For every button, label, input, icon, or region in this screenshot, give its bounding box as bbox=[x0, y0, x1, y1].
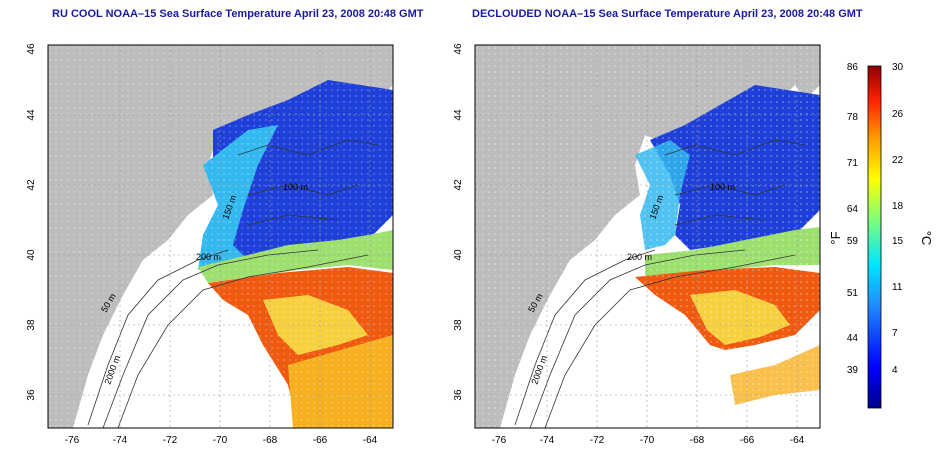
colorbar-c-tick: 4 bbox=[892, 365, 898, 376]
x-tick: -66 bbox=[740, 435, 755, 446]
contour-label: 100 m bbox=[710, 182, 735, 192]
colorbar-c-tick: 18 bbox=[892, 201, 904, 212]
y-tick: 44 bbox=[453, 109, 464, 121]
contour-gulf bbox=[237, 139, 379, 226]
x-tick: -68 bbox=[263, 435, 278, 446]
y-tick: 42 bbox=[26, 179, 37, 191]
x-tick: -68 bbox=[690, 435, 705, 446]
panel-title-left: RU COOL NOAA–15 Sea Surface Temperature … bbox=[52, 8, 424, 20]
colorbar: 86 78 71 64 59 51 44 39 30 26 22 18 15 1… bbox=[828, 62, 934, 409]
contour-gulf bbox=[664, 139, 806, 226]
colorbar-f-tick: 64 bbox=[847, 204, 859, 215]
colorbar-c-tick: 11 bbox=[892, 282, 903, 293]
colorbar-c-tick: 15 bbox=[892, 236, 904, 247]
x-tick: -64 bbox=[790, 435, 805, 446]
y-tick: 42 bbox=[453, 179, 464, 191]
y-tick: 36 bbox=[26, 389, 37, 401]
contour-2000m bbox=[117, 254, 369, 429]
contour-label: 200 m bbox=[196, 252, 221, 262]
x-tick: -66 bbox=[313, 435, 328, 446]
x-tick: -72 bbox=[590, 435, 605, 446]
colorbar-f-tick: 86 bbox=[847, 62, 859, 73]
colorbar-c-tick: 22 bbox=[892, 155, 904, 166]
contour-2000m bbox=[544, 254, 796, 429]
colorbar-gradient bbox=[867, 65, 882, 409]
y-tick: 46 bbox=[453, 43, 464, 55]
colorbar-f-tick: 44 bbox=[847, 333, 859, 344]
colorbar-c-tick: 26 bbox=[892, 109, 904, 120]
colorbar-f-tick: 39 bbox=[847, 365, 859, 376]
contour-label: 200 m bbox=[627, 252, 652, 262]
y-tick: 38 bbox=[453, 319, 464, 331]
y-tick: 40 bbox=[453, 249, 464, 261]
x-tick: -76 bbox=[492, 435, 507, 446]
x-tick: -72 bbox=[163, 435, 178, 446]
y-tick: 44 bbox=[26, 109, 37, 121]
panel-title-right: DECLOUDED NOAA–15 Sea Surface Temperatur… bbox=[472, 8, 863, 20]
x-tick: -74 bbox=[540, 435, 555, 446]
y-tick: 40 bbox=[26, 249, 37, 261]
colorbar-f-tick: 51 bbox=[847, 288, 859, 299]
map-panel-left: 200 m 50 m 2000 m 100 m 150 m -76 -74 -7… bbox=[26, 43, 394, 446]
colorbar-c-label: °C bbox=[919, 231, 934, 246]
contour-label: 100 m bbox=[283, 182, 308, 192]
x-tick: -70 bbox=[640, 435, 655, 446]
colorbar-f-label: °F bbox=[828, 231, 843, 244]
x-tick: -64 bbox=[363, 435, 378, 446]
map-panel-right: 200 m 50 m 2000 m 100 m 150 m -76 -74 -7… bbox=[453, 43, 821, 446]
x-tick: -74 bbox=[113, 435, 128, 446]
colorbar-c-tick: 30 bbox=[892, 62, 904, 73]
y-tick: 38 bbox=[26, 319, 37, 331]
y-tick: 46 bbox=[26, 43, 37, 55]
contour-50m bbox=[87, 249, 229, 426]
x-tick: -70 bbox=[213, 435, 228, 446]
y-tick: 36 bbox=[453, 389, 464, 401]
colorbar-f-tick: 59 bbox=[847, 236, 859, 247]
x-tick: -76 bbox=[65, 435, 80, 446]
colorbar-f-tick: 78 bbox=[847, 112, 859, 123]
colorbar-c-tick: 7 bbox=[892, 328, 898, 339]
contour-50m bbox=[514, 249, 656, 426]
colorbar-f-tick: 71 bbox=[847, 158, 859, 169]
